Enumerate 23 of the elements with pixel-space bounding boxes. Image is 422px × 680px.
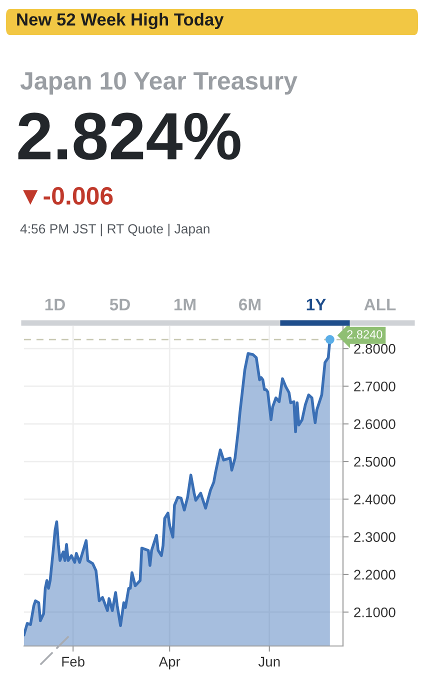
x-tick-label: Apr	[158, 656, 180, 670]
text: 5D	[110, 298, 130, 310]
y-tick-label: 2.7000	[354, 382, 396, 392]
text: New 52 Week High Today	[17, 12, 224, 30]
x-tick-label: Feb	[62, 656, 84, 667]
y-tick-label: 2.6000	[354, 419, 396, 430]
text: 2.824%	[18, 112, 240, 160]
text: 1D	[45, 298, 65, 310]
annotation: 2.8240	[347, 330, 382, 339]
y-tick-label: 2.5000	[354, 456, 396, 467]
chart-title: Japan 10 Year Treasury	[20, 72, 298, 95]
chart-subtitle: 4:56 PM JST | RT Quote | Japan	[20, 224, 210, 236]
text: ▼-0.006	[23, 187, 113, 205]
text: ALL	[364, 298, 396, 310]
y-tick-label: 2.3000	[354, 532, 396, 542]
y-tick-label: 2.8000	[354, 344, 396, 354]
text: 6M	[239, 298, 260, 310]
y-tick-label: 2.2000	[354, 570, 396, 580]
x-tick-label: Jun	[258, 656, 280, 667]
text: 1M	[174, 298, 196, 310]
y-tick-label: 2.1000	[354, 607, 396, 618]
text: 1Y	[306, 298, 326, 310]
y-tick-label: 2.4000	[354, 494, 396, 504]
